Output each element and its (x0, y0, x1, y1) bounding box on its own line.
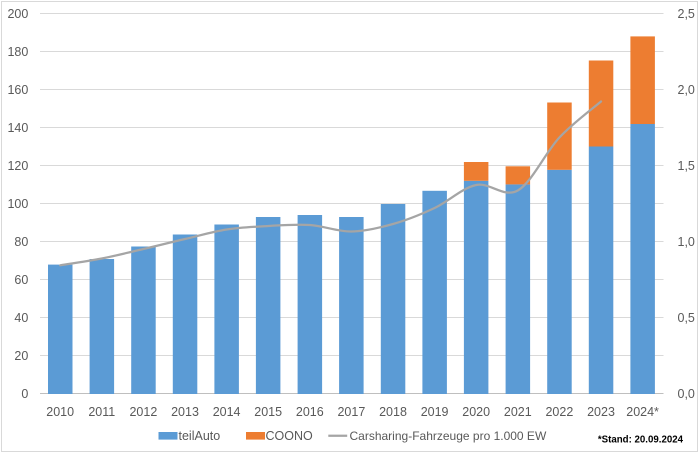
svg-text:140: 140 (7, 121, 28, 135)
svg-text:2,0: 2,0 (678, 83, 695, 97)
svg-text:1,0: 1,0 (678, 235, 695, 249)
svg-text:40: 40 (14, 311, 28, 325)
svg-text:1,5: 1,5 (678, 159, 695, 173)
svg-text:180: 180 (7, 45, 28, 59)
svg-text:2016: 2016 (296, 405, 324, 419)
svg-text:*Stand: 20.09.2024: *Stand: 20.09.2024 (598, 435, 684, 446)
svg-text:2011: 2011 (88, 405, 115, 419)
svg-text:2018: 2018 (379, 405, 407, 419)
svg-text:2024*: 2024* (626, 405, 659, 419)
svg-text:2020: 2020 (462, 405, 490, 419)
svg-text:Carsharing-Fahrzeuge pro 1.000: Carsharing-Fahrzeuge pro 1.000 EW (350, 429, 547, 443)
svg-text:2019: 2019 (421, 405, 449, 419)
svg-text:60: 60 (14, 273, 28, 287)
svg-text:2014: 2014 (213, 405, 241, 419)
svg-text:teilAuto: teilAuto (179, 429, 221, 443)
svg-text:0,0: 0,0 (678, 387, 695, 401)
svg-text:2,5: 2,5 (678, 7, 695, 21)
svg-text:2023: 2023 (587, 405, 615, 419)
svg-text:2010: 2010 (46, 405, 74, 419)
svg-text:2017: 2017 (337, 405, 365, 419)
svg-text:2013: 2013 (171, 405, 199, 419)
svg-text:20: 20 (14, 349, 28, 363)
svg-text:80: 80 (14, 235, 28, 249)
svg-text:2015: 2015 (254, 405, 282, 419)
svg-text:2021: 2021 (504, 405, 532, 419)
svg-text:2012: 2012 (129, 405, 157, 419)
svg-text:0: 0 (21, 387, 28, 401)
svg-text:0,5: 0,5 (678, 311, 695, 325)
svg-text:100: 100 (7, 197, 28, 211)
svg-text:COONO: COONO (266, 429, 314, 443)
svg-text:120: 120 (7, 159, 28, 173)
svg-text:2022: 2022 (545, 405, 573, 419)
svg-text:160: 160 (7, 83, 28, 97)
svg-text:200: 200 (7, 7, 28, 21)
